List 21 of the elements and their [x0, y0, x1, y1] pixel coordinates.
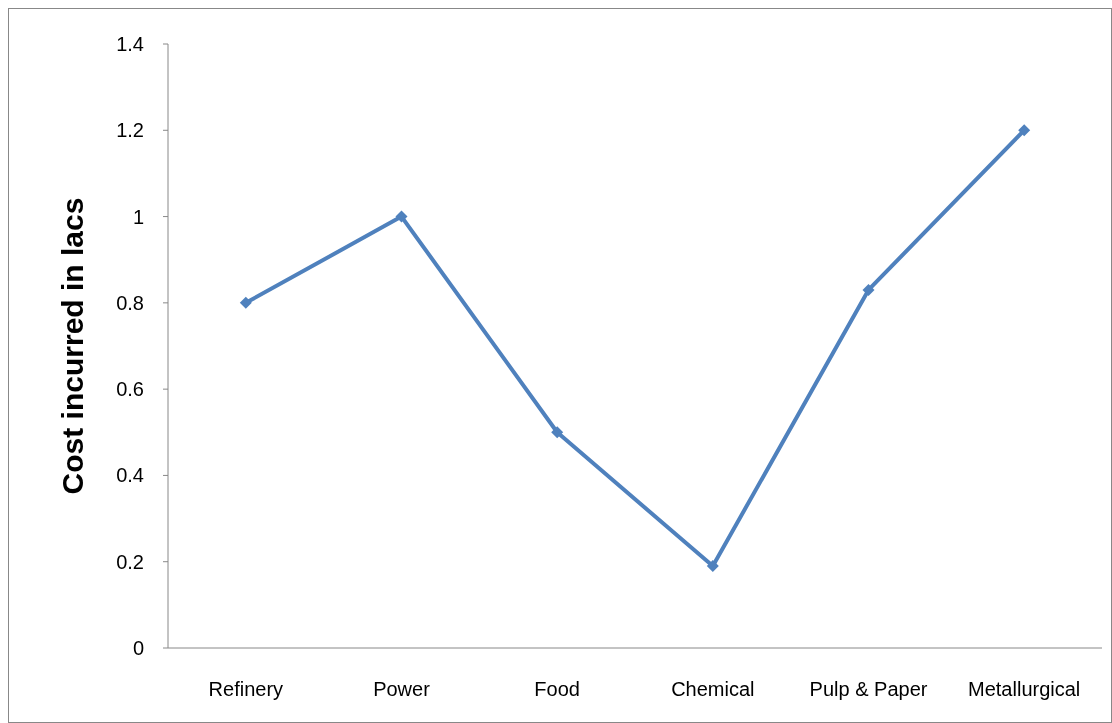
x-tick-label: Metallurgical: [968, 678, 1081, 700]
x-tick-label: Power: [373, 678, 431, 700]
y-tick-label: 0.8: [116, 291, 144, 314]
x-tick-label: Refinery: [208, 678, 284, 700]
y-tick-label: 1.2: [116, 119, 144, 142]
y-tick-label: 0.6: [116, 378, 144, 401]
point: [551, 426, 564, 439]
x-tick-label: Chemical: [671, 678, 755, 700]
y-tick-label: 1: [132, 205, 144, 228]
point: [395, 210, 408, 223]
x-tick-label: Food: [534, 678, 580, 700]
y-tick-label: 1.4: [116, 33, 144, 55]
y-tick-label: 0.4: [116, 464, 144, 487]
x-tick-label: Pulp & Paper: [809, 678, 928, 700]
point: [239, 296, 252, 309]
point: [1018, 124, 1031, 137]
y-tick-label: 0.2: [116, 550, 144, 573]
y-axis-title: Cost incurred in lacs: [56, 197, 89, 495]
y-tick-label: 0: [132, 637, 144, 659]
point: [862, 283, 875, 296]
point: [706, 560, 719, 573]
